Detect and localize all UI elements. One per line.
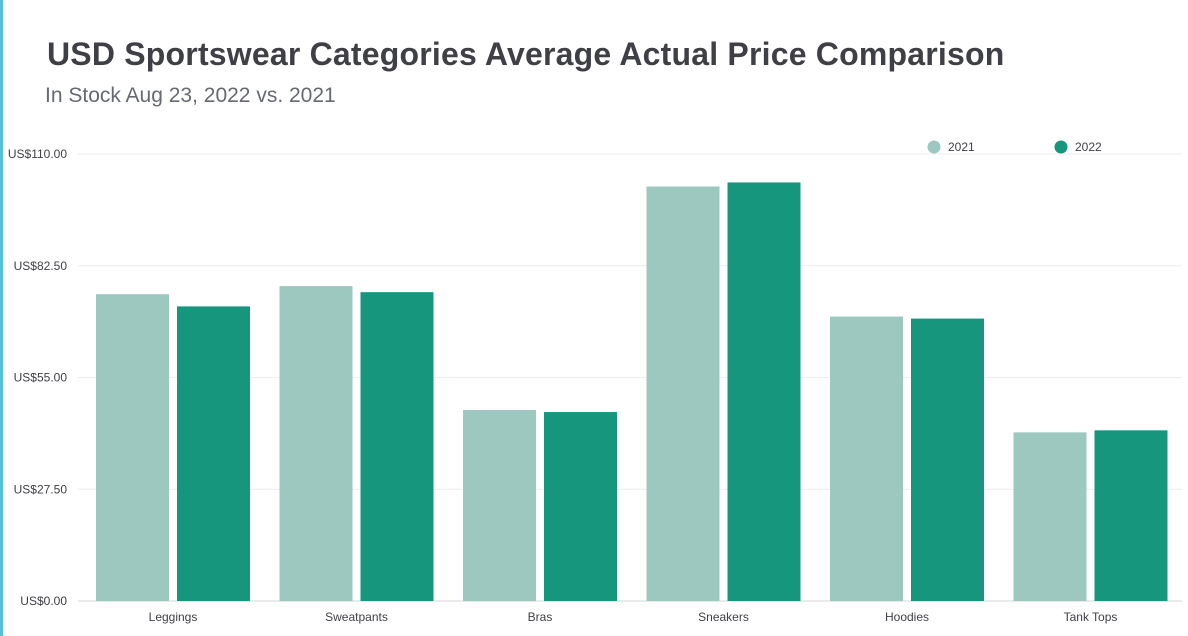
chart-title: USD Sportswear Categories Average Actual… xyxy=(47,36,1005,72)
y-tick-label: US$82.50 xyxy=(14,259,68,273)
y-tick-label: US$27.50 xyxy=(14,482,68,496)
y-axis-tick-labels: US$0.00 US$27.50 US$55.00 US$82.50 US$110.00 xyxy=(8,147,67,608)
legend-label-2021[interactable]: 2021 xyxy=(948,140,975,154)
x-tick-label: Bras xyxy=(528,610,553,624)
gridlines xyxy=(78,153,1182,602)
bar-2021-leggings[interactable] xyxy=(96,294,169,601)
bar-2021-sneakers[interactable] xyxy=(646,186,720,601)
x-tick-label: Tank Tops xyxy=(1064,610,1118,624)
bar-2022-bras[interactable] xyxy=(544,412,617,601)
bar-2021-sweatpants[interactable] xyxy=(279,286,353,601)
bar-2021-bras[interactable] xyxy=(463,410,536,601)
legend-swatch-2022 xyxy=(1054,140,1068,154)
y-tick-label: US$110.00 xyxy=(8,147,67,161)
x-tick-label: Sneakers xyxy=(698,610,749,624)
x-tick-label: Leggings xyxy=(149,610,198,624)
bar-2022-tank-tops[interactable] xyxy=(1094,430,1168,601)
bar-2022-hoodies[interactable] xyxy=(911,318,984,601)
legend-swatch-2021 xyxy=(927,140,941,154)
legend-label-2022[interactable]: 2022 xyxy=(1075,140,1102,154)
bars xyxy=(96,182,1168,602)
bar-2022-sneakers[interactable] xyxy=(727,182,801,602)
bar-2021-tank-tops[interactable] xyxy=(1013,432,1087,601)
legend: 2021 2022 xyxy=(927,140,1102,154)
y-tick-label: US$0.00 xyxy=(20,594,67,608)
chart-subtitle: In Stock Aug 23, 2022 vs. 2021 xyxy=(45,84,336,107)
y-tick-label: US$55.00 xyxy=(14,371,68,385)
bar-2021-hoodies[interactable] xyxy=(830,316,903,601)
bar-2022-sweatpants[interactable] xyxy=(360,292,434,601)
x-axis-tick-labels: Leggings Sweatpants Bras Sneakers Hoodies Tan… xyxy=(149,610,1118,624)
bar-2022-leggings[interactable] xyxy=(177,306,250,601)
left-accent-bar xyxy=(0,0,3,636)
x-tick-label: Sweatpants xyxy=(325,610,388,624)
x-tick-label: Hoodies xyxy=(885,610,929,624)
